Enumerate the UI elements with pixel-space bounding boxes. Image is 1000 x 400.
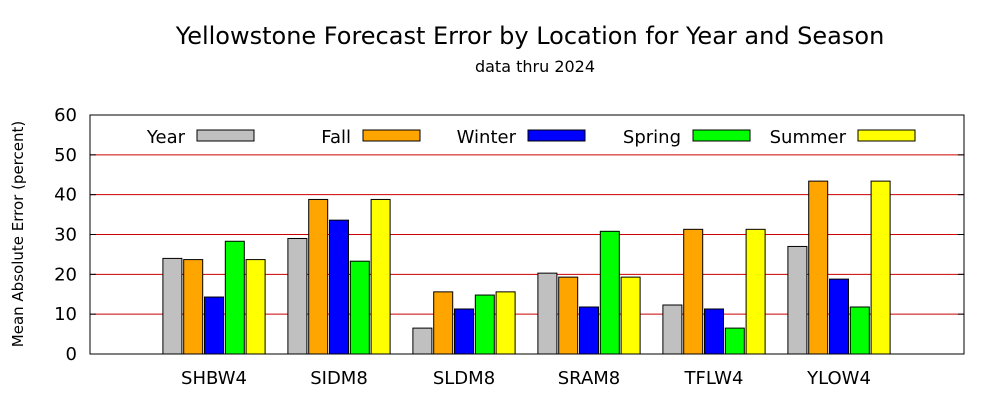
bar-shbw4-fall bbox=[183, 259, 204, 355]
x-tick-label: YLOW4 bbox=[806, 368, 871, 389]
legend-swatch-summer bbox=[857, 129, 916, 142]
bar-tflw4-winter bbox=[704, 308, 724, 355]
x-axis-ticks: SHBW4 SIDM8 SLDM8 SRAM8 TFLW4 YLOW4 bbox=[181, 368, 871, 389]
legend-swatch-spring bbox=[692, 129, 751, 142]
bar-sidm8-summer bbox=[370, 198, 391, 355]
y-tick-label: 40 bbox=[54, 185, 77, 206]
x-tick-label: SHBW4 bbox=[181, 368, 247, 389]
bar-ylow4-summer bbox=[870, 180, 891, 355]
legend-label-spring: Spring bbox=[623, 127, 681, 148]
x-tick-label: SLDM8 bbox=[433, 368, 495, 389]
y-axis-ticks: 0 10 20 30 40 50 60 bbox=[54, 105, 964, 365]
bar-tflw4-summer bbox=[745, 228, 766, 355]
y-tick-label: 0 bbox=[66, 344, 77, 365]
bar-ylow4-winter bbox=[829, 278, 849, 355]
legend: Year Fall Winter Spring Summer bbox=[146, 127, 916, 148]
bar-shbw4-year bbox=[162, 257, 183, 355]
bar-tflw4-spring bbox=[724, 327, 745, 355]
bar-sram8-year bbox=[537, 272, 558, 355]
bar-sldm8-year bbox=[412, 327, 433, 355]
x-tick-label: SIDM8 bbox=[310, 368, 368, 389]
bar-tflw4-fall bbox=[683, 228, 704, 355]
bar-tflw4-year bbox=[662, 304, 683, 355]
chart-subtitle: data thru 2024 bbox=[475, 57, 595, 76]
bar-ylow4-year bbox=[787, 245, 808, 355]
bars bbox=[162, 180, 891, 355]
bar-sram8-winter bbox=[579, 306, 599, 355]
bar-sram8-spring bbox=[599, 230, 620, 355]
legend-label-winter: Winter bbox=[457, 127, 517, 148]
legend-swatch-winter bbox=[527, 129, 586, 142]
bar-shbw4-winter bbox=[204, 296, 224, 355]
bar-sidm8-year bbox=[287, 237, 308, 355]
y-tick-label: 60 bbox=[54, 105, 77, 126]
y-tick-label: 10 bbox=[54, 304, 77, 325]
bar-sidm8-spring bbox=[349, 260, 370, 355]
x-tick-label: TFLW4 bbox=[684, 368, 744, 389]
legend-swatch-year bbox=[196, 129, 255, 142]
y-axis-label: Mean Absolute Error (percent) bbox=[9, 121, 27, 347]
legend-label-fall: Fall bbox=[321, 127, 351, 148]
bar-sldm8-fall bbox=[433, 291, 454, 355]
bar-sidm8-winter bbox=[329, 219, 349, 355]
bar-shbw4-summer bbox=[245, 259, 266, 355]
bar-sldm8-spring bbox=[474, 294, 495, 355]
legend-label-summer: Summer bbox=[770, 127, 847, 148]
chart-title: Yellowstone Forecast Error by Location f… bbox=[175, 22, 885, 50]
y-tick-label: 30 bbox=[54, 225, 77, 246]
bar-sldm8-summer bbox=[495, 291, 516, 355]
legend-swatch-fall bbox=[362, 129, 421, 142]
bar-shbw4-spring bbox=[224, 240, 245, 355]
bar-sram8-summer bbox=[620, 276, 641, 355]
x-tick-label: SRAM8 bbox=[558, 368, 621, 389]
legend-label-year: Year bbox=[146, 127, 186, 148]
y-tick-label: 50 bbox=[54, 145, 77, 166]
bar-sldm8-winter bbox=[454, 308, 474, 355]
bar-sidm8-fall bbox=[308, 198, 329, 355]
y-tick-label: 20 bbox=[54, 264, 77, 285]
bar-sram8-fall bbox=[558, 276, 579, 355]
bar-ylow4-fall bbox=[808, 180, 829, 355]
bar-ylow4-spring bbox=[849, 306, 870, 355]
